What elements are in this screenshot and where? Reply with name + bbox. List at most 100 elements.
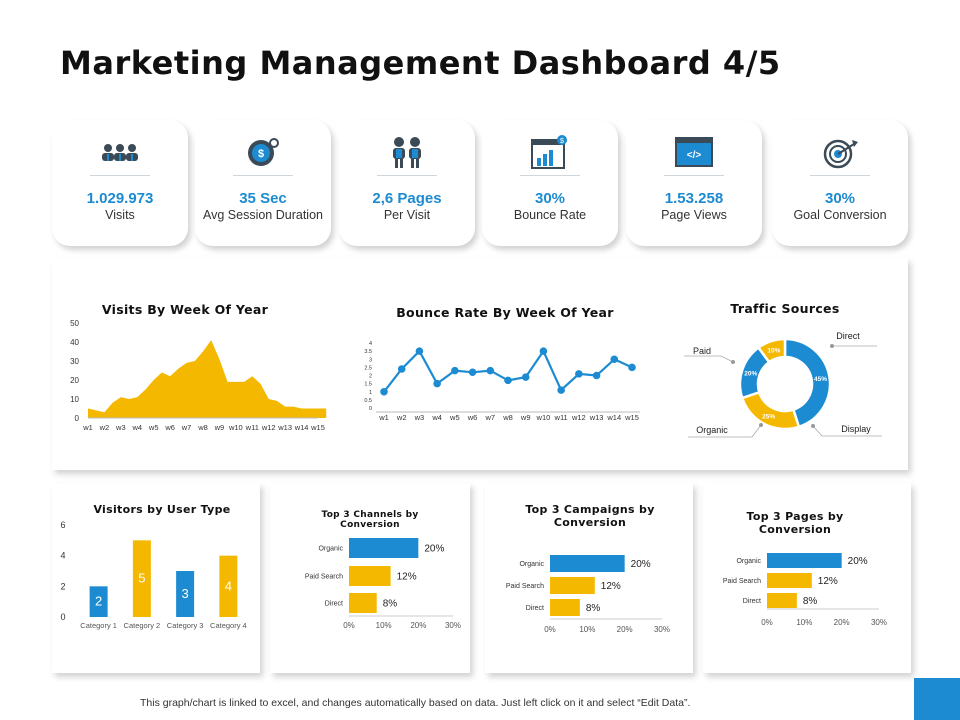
legend-paid: Paid [693, 346, 711, 356]
bounce-point [557, 386, 565, 394]
bar-data-label: 20% [631, 559, 651, 570]
x-tick-label: w10 [228, 423, 243, 432]
x-tick-label: Category 1 [80, 621, 117, 630]
y-tick-label: 1.5 [364, 382, 372, 388]
bounce-point [415, 347, 424, 355]
page-title: Marketing Management Dashboard 4/5 [60, 44, 781, 82]
bar-data-label: 2 [95, 594, 102, 609]
conversion-bar [349, 593, 377, 613]
y-category-label: Paid Search [723, 578, 761, 585]
x-tick-label: w13 [589, 413, 604, 422]
leader-dot [731, 360, 735, 364]
y-tick-label: 10 [70, 395, 79, 404]
x-tick-label: w13 [277, 423, 292, 432]
x-tick-label: 30% [871, 618, 887, 627]
x-tick-label: 30% [445, 621, 461, 630]
bounce-line [383, 348, 633, 393]
y-tick-label: 40 [70, 338, 79, 347]
conversion-bar [349, 566, 391, 586]
y-category-label: Paid Search [506, 583, 544, 590]
bounce-point [380, 387, 388, 396]
usertype-bar [89, 586, 108, 617]
x-tick-label: w11 [554, 413, 568, 422]
bounce-chart-title: Bounce Rate By Week Of Year [396, 305, 614, 320]
x-tick-label: w5 [148, 423, 159, 432]
y-tick-label: 20 [70, 376, 79, 385]
kpi-card-visits[interactable]: 1.029.973 Visits [52, 120, 188, 246]
x-tick-label: w5 [449, 413, 460, 422]
y-tick-label: 2 [369, 374, 372, 380]
bounce-point [521, 373, 530, 381]
usertype-bar-chart[interactable]: 0 2 4 6 2 Category 1 5 Category 2 3 Category 3 4 Ca… [55, 517, 255, 635]
channels-bar-chart[interactable]: Organic 20% Paid Search 12% Direct 8% 0% 10% 20%… [275, 530, 470, 635]
svg-text:</>: </> [687, 150, 702, 161]
people-group-icon [102, 144, 138, 161]
leader-dot [830, 344, 834, 348]
kpi-card-pages-per-visit[interactable]: 2,6 Pages Per Visit [339, 120, 475, 246]
svg-text:$: $ [258, 148, 264, 160]
bar-data-label: 12% [818, 576, 838, 587]
campaigns-bar-chart[interactable]: Organic 20% Paid Search 12% Direct 8% 0% 10% 20%… [490, 545, 690, 640]
x-tick-label: Category 4 [210, 621, 247, 630]
kpi-card-bounce-rate[interactable]: $ 30% Bounce Rate [482, 120, 618, 246]
x-tick-label: w10 [536, 413, 551, 422]
bounce-point [628, 363, 636, 372]
x-tick-label: 0% [544, 625, 556, 634]
visits-chart-title: Visits By Week Of Year [101, 302, 269, 317]
traffic-chart-title: Traffic Sources [730, 301, 840, 316]
x-tick-label: 20% [834, 618, 850, 627]
slice-paid [756, 337, 787, 364]
x-tick-label: w15 [624, 413, 639, 422]
y-tick-label: 30 [70, 357, 79, 366]
kpi-card-session[interactable]: $ 35 Sec Avg Session Duration [195, 120, 331, 246]
conversion-bar [767, 573, 812, 588]
x-tick-label: w8 [197, 423, 208, 432]
usertype-bar [219, 555, 238, 617]
x-tick-label: w3 [414, 413, 425, 422]
x-tick-label: w3 [115, 423, 126, 432]
x-tick-label: 10% [796, 618, 812, 627]
slice-direct [783, 337, 832, 429]
conversion-bar [550, 577, 595, 594]
bounce-point [575, 370, 583, 378]
x-tick-label: 10% [579, 625, 595, 634]
kpi-label: Avg Session Duration [203, 208, 323, 222]
kpi-card-goal-conversion[interactable]: 30% Goal Conversion [772, 120, 908, 246]
y-tick-label: 0 [60, 612, 65, 622]
x-tick-label: w1 [82, 423, 93, 432]
y-tick-label: 2 [60, 581, 65, 591]
y-tick-label: 3.5 [364, 349, 372, 355]
slice-label: 20% [744, 370, 757, 377]
leader-dot [811, 424, 815, 428]
browser-code-icon: </> [675, 137, 713, 167]
y-tick-label: 50 [70, 319, 79, 328]
footer-note: This graph/chart is linked to excel, and… [140, 697, 691, 709]
leader-line [684, 355, 734, 363]
x-tick-label: w7 [181, 423, 192, 432]
usertype-chart-title: Visitors by User Type [93, 503, 231, 516]
kpi-value: 30% [824, 190, 856, 207]
kpi-value: 35 Sec [239, 190, 287, 207]
usertype-bar [176, 571, 195, 617]
y-tick-label: 0 [75, 414, 80, 423]
leader-dot [759, 423, 763, 427]
leader-line [688, 424, 762, 438]
pages-bar-chart[interactable]: Organic 20% Paid Search 12% Direct 8% 0% 10% 20%… [705, 545, 905, 635]
bar-data-label: 4 [225, 578, 232, 593]
usertype-bar [132, 540, 151, 617]
x-tick-label: w2 [99, 423, 110, 432]
y-tick-label: 0 [369, 406, 372, 412]
y-category-label: Direct [526, 605, 544, 612]
traffic-donut-chart[interactable]: 45% 25% 20% 10% Direct Display Organic Paid [670, 325, 900, 445]
y-tick-label: 4 [369, 341, 372, 347]
x-tick-label: 0% [761, 618, 773, 627]
bar-data-label: 12% [397, 572, 417, 583]
bar-data-label: 20% [848, 556, 868, 567]
y-category-label: Organic [318, 546, 343, 553]
kpi-card-page-views[interactable]: </> 1.53.258 Page Views [626, 120, 762, 246]
conversion-bar [767, 593, 797, 608]
two-people-icon [393, 137, 421, 168]
bar-data-label: 8% [586, 603, 601, 614]
